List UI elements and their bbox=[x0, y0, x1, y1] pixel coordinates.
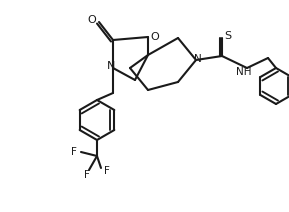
Text: F: F bbox=[104, 166, 110, 176]
Text: O: O bbox=[151, 32, 159, 42]
Text: F: F bbox=[71, 147, 77, 157]
Text: N: N bbox=[194, 54, 202, 64]
Text: F: F bbox=[84, 170, 90, 180]
Text: O: O bbox=[88, 15, 96, 25]
Text: S: S bbox=[225, 31, 231, 41]
Text: N: N bbox=[107, 61, 115, 71]
Text: NH: NH bbox=[236, 67, 252, 77]
